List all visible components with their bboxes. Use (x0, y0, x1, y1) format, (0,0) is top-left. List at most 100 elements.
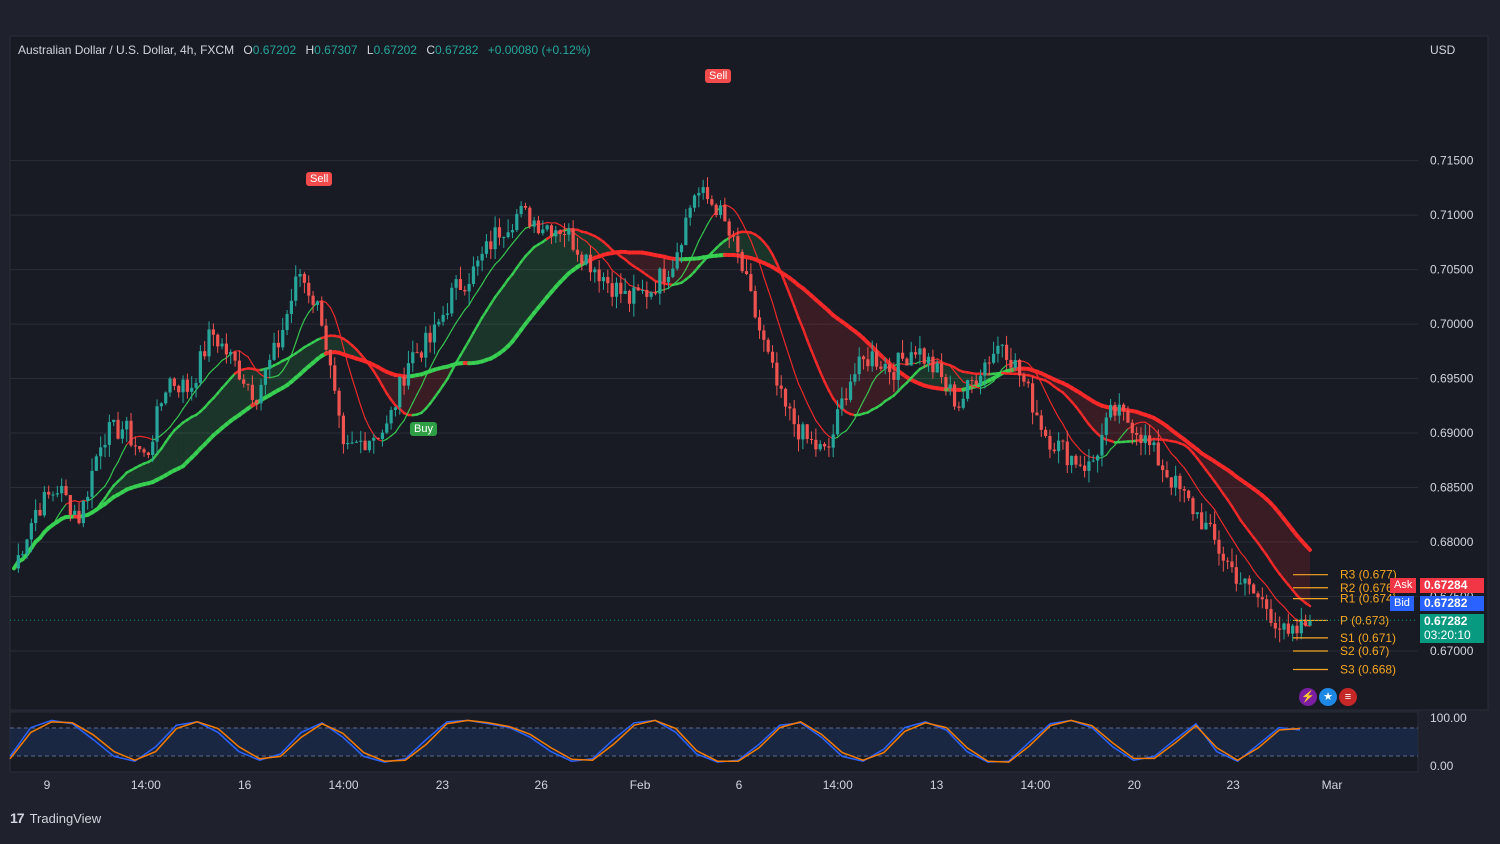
candle-body (194, 382, 198, 388)
candle-body (913, 352, 918, 355)
candle-body (42, 491, 46, 516)
candle-body (341, 415, 346, 445)
y-tick-label: 0.71500 (1430, 154, 1474, 168)
ma-fast-line (624, 279, 631, 286)
candle-body (961, 398, 965, 408)
candle-body (337, 390, 341, 416)
ma-fast-line (477, 283, 483, 292)
tradingview-brand[interactable]: 17 TradingView (10, 810, 101, 826)
ma-fast-line (784, 344, 791, 359)
ma-fast-line (217, 359, 223, 366)
y-tick-label: 0.70000 (1430, 317, 1474, 331)
event-icons[interactable]: ⚡ ★ ≡ (1299, 688, 1357, 706)
candle-body (103, 444, 107, 448)
candle-body (558, 230, 562, 235)
trend-cloud (1305, 545, 1310, 607)
ma-fast-line (334, 316, 340, 332)
ma-mid-line (385, 392, 393, 402)
candle-body (679, 245, 684, 253)
ma-mid-line (480, 309, 488, 319)
candle-body (1061, 440, 1065, 442)
ma-mid-line (818, 370, 826, 383)
trend-cloud (404, 376, 409, 416)
x-tick-label: 14:00 (823, 778, 853, 792)
ma-mid-line (1256, 541, 1264, 551)
trend-cloud (681, 259, 686, 283)
candle-body (1083, 465, 1087, 471)
ma-fast-line (1136, 421, 1142, 425)
trend-cloud (516, 261, 522, 336)
candle-body (632, 287, 636, 304)
candle-body (1074, 455, 1078, 465)
candle-body (320, 301, 324, 326)
y-tick-label: 0.69000 (1430, 426, 1474, 440)
ma-fast-line (1027, 362, 1034, 370)
trend-cloud (174, 426, 179, 471)
candle-body (1078, 464, 1082, 466)
candle-body (1247, 578, 1251, 585)
ma-fast-line (1058, 416, 1064, 425)
trend-cloud (547, 235, 552, 298)
trend-cloud (555, 231, 561, 287)
lightning-icon[interactable]: ⚡ (1299, 688, 1317, 706)
high-label: H (305, 43, 315, 57)
ma-fast-line (147, 437, 154, 441)
candle-body (497, 227, 502, 238)
trend-cloud (1218, 464, 1224, 494)
ma-fast-line (702, 223, 709, 234)
candle-body (827, 446, 831, 448)
candle-body (588, 254, 593, 273)
ma-fast-line (585, 240, 592, 247)
trend-cloud (850, 328, 855, 416)
trend-cloud (334, 335, 340, 353)
ma-fast-line (299, 319, 306, 331)
candle-body (575, 249, 580, 255)
ma-fast-line (845, 424, 852, 432)
trend-cloud (542, 238, 548, 303)
candle-body (580, 254, 584, 265)
ma-fast-line (602, 258, 609, 265)
trend-cloud (1244, 482, 1250, 532)
trend-cloud (694, 258, 699, 272)
ma-fast-line (321, 299, 327, 304)
ma-mid-line (368, 363, 376, 373)
ma-fast-line (706, 216, 713, 225)
candle-body (528, 207, 532, 227)
candle-body (753, 291, 757, 318)
candle-body (55, 493, 59, 495)
candle-body (1230, 561, 1234, 568)
candle-body (788, 406, 792, 409)
candle-body (285, 313, 289, 330)
ma-fast-line (165, 426, 171, 432)
candle-body (684, 217, 688, 246)
flag-au-icon[interactable]: ★ (1319, 688, 1337, 706)
candle-body (1182, 489, 1186, 491)
candle-body (931, 356, 935, 373)
candle-body (90, 470, 94, 497)
currency-label[interactable]: USD (1430, 43, 1456, 57)
ma-fast-line (628, 284, 635, 288)
flag-us-icon[interactable]: ≡ (1339, 688, 1357, 706)
candle-body (762, 330, 766, 340)
trend-cloud (846, 324, 851, 415)
trend-cloud (391, 373, 396, 406)
candle-body (25, 539, 29, 555)
trend-cloud (443, 366, 448, 386)
symbol-header: Australian Dollar / U.S. Dollar, 4h, FXC… (18, 43, 590, 57)
trend-cloud (1240, 479, 1245, 526)
ma-mid-line (454, 354, 462, 365)
candle-body (926, 356, 931, 364)
candle-body (857, 356, 861, 375)
trend-cloud (434, 368, 439, 398)
candle-body (1052, 449, 1056, 452)
ma-fast-line (1235, 544, 1242, 554)
ma-fast-line (1110, 444, 1116, 450)
ma-fast-line (243, 353, 249, 358)
candle-body (653, 292, 658, 294)
trend-cloud (820, 303, 825, 382)
ma-fast-line (22, 553, 28, 560)
candle-body (1243, 578, 1247, 584)
ma-fast-line (741, 222, 748, 233)
ma-fast-line (724, 204, 730, 208)
